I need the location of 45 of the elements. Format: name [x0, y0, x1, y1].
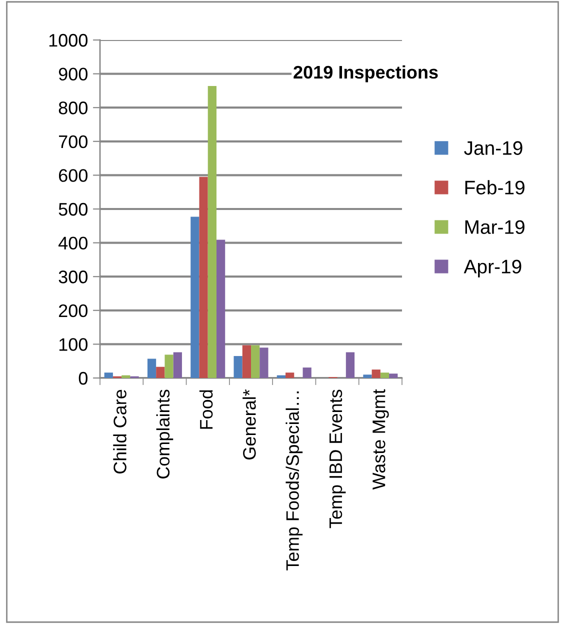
x-tick-label: Waste Mgmt [372, 389, 389, 490]
bar [216, 240, 226, 378]
y-tick-label: 400 [58, 236, 88, 250]
bar [208, 86, 216, 378]
y-tick-label: 600 [58, 169, 88, 182]
text: 2019 Inspections [294, 65, 438, 82]
y-tick-label: 900 [58, 68, 88, 81]
legend-label: Mar-19 [465, 220, 524, 234]
bar [372, 370, 380, 378]
bar [242, 345, 251, 378]
x-tick-label: Food [199, 390, 213, 429]
bar [199, 176, 208, 378]
y-tick-label: 200 [58, 304, 88, 318]
x-tick-label: Temp Foods/Special… [286, 392, 303, 570]
legend-label: Apr-19 [464, 260, 522, 278]
bar [302, 368, 312, 378]
y-tick-label: 700 [59, 135, 88, 148]
x-tick-label: Child Care [113, 390, 126, 474]
x-tick-label: Temp IBD Events [330, 390, 346, 528]
bar [190, 216, 200, 378]
bar [260, 348, 268, 378]
bar [251, 345, 260, 378]
y-tick-label: 1000 [49, 34, 88, 47]
x-tick-label: Complaints [156, 390, 174, 479]
legend-label: Jan-19 [464, 141, 522, 155]
y-tick-label: 800 [58, 102, 88, 114]
bar [389, 374, 398, 378]
bar [147, 358, 156, 378]
y-tick-label: 100 [59, 338, 88, 351]
x-tick-label: General* [242, 389, 256, 460]
bar [164, 354, 174, 378]
bar [286, 372, 294, 378]
bar [380, 372, 390, 378]
bar [104, 372, 113, 378]
bar [234, 356, 242, 378]
bar [122, 375, 130, 378]
bar [276, 375, 286, 378]
y-tick-label: 300 [58, 270, 88, 284]
y-tick-label: 500 [58, 202, 88, 216]
bar [346, 352, 355, 378]
legend-label: Feb-19 [465, 180, 524, 194]
y-tick-label: 0 [78, 372, 88, 385]
bar [173, 352, 182, 378]
bar [363, 374, 372, 378]
bar [156, 366, 165, 378]
